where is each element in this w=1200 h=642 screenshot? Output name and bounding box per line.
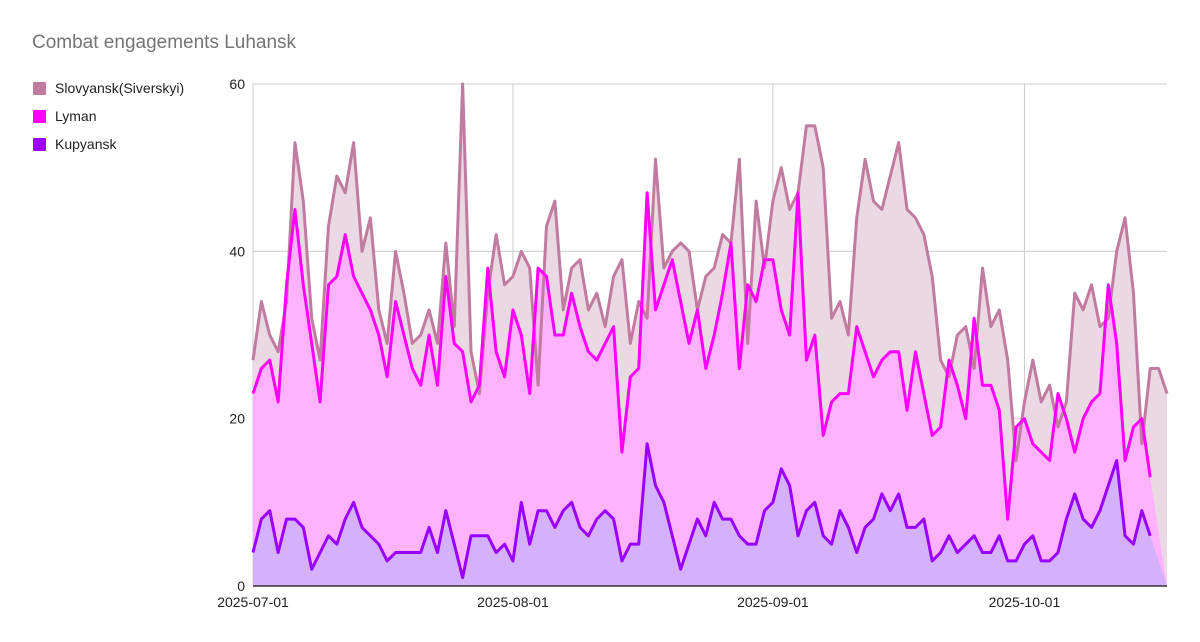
legend-item-lyman[interactable]: Lyman [33,102,184,130]
y-tick-label-60: 60 [229,76,245,92]
legend-item-kupyansk[interactable]: Kupyansk [33,130,184,158]
legend-label-lyman: Lyman [55,108,97,124]
area-series-1 [253,192,1167,586]
legend-item-slovyansk[interactable]: Slovyansk(Siverskyi) [33,74,184,102]
legend: Slovyansk(Siverskyi) Lyman Kupyansk [33,74,184,158]
legend-swatch-lyman [33,109,46,123]
y-tick-label-0: 0 [237,578,245,594]
y-tick-label-40: 40 [229,243,245,259]
area-series-2 [253,443,1167,586]
x-tick-label-2025-10-01: 2025-10-01 [989,594,1061,610]
x-tick-label-2025-08-01: 2025-08-01 [477,594,549,610]
legend-label-slovyansk: Slovyansk(Siverskyi) [55,80,185,96]
legend-swatch-slovyansk [33,81,46,95]
chart-title: Combat engagements Luhansk [32,32,297,53]
legend-swatch-kupyansk [33,137,46,151]
line-series-1 [251,191,1152,521]
x-tick-label-2025-09-01: 2025-09-01 [737,594,809,610]
y-tick-label-20: 20 [229,411,245,427]
x-tick-label-2025-07-01: 2025-07-01 [217,594,289,610]
legend-label-kupyansk: Kupyansk [55,136,117,152]
line-series-2 [251,442,1152,580]
